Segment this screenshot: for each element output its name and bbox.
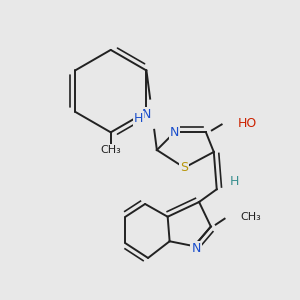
Text: N: N: [191, 242, 201, 255]
Text: H: H: [230, 175, 239, 188]
Text: CH₃: CH₃: [100, 145, 121, 155]
Text: HO: HO: [237, 117, 256, 130]
Text: N: N: [170, 126, 179, 139]
Text: S: S: [180, 161, 188, 174]
Text: N: N: [142, 108, 151, 121]
Text: H: H: [134, 112, 143, 125]
Text: CH₃: CH₃: [240, 212, 261, 222]
